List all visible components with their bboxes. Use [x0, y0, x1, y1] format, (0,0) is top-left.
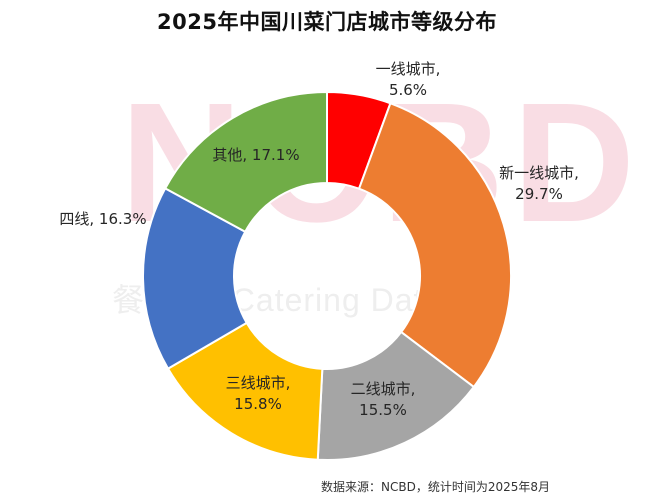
data-label-1: 一线城市, 5.6% — [376, 60, 441, 99]
data-label-4: 三线城市, 15.8% — [226, 374, 291, 413]
donut-slice-4 — [166, 321, 324, 461]
donut-slice-6 — [163, 90, 328, 234]
chart-title: 2025年中国川菜门店城市等级分布 — [157, 10, 497, 34]
donut-slice-2 — [357, 101, 512, 389]
data-label-2: 新一线城市, 29.7% — [499, 164, 579, 203]
data-label-3: 二线城市, 15.5% — [351, 380, 416, 419]
data-label-5: 四线, 16.3% — [59, 210, 146, 228]
donut-slice-5 — [142, 187, 249, 371]
data-label-6: 其他, 17.1% — [212, 146, 299, 164]
source-note: 数据来源：NCBD，统计时间为2025年8月 — [320, 480, 550, 494]
